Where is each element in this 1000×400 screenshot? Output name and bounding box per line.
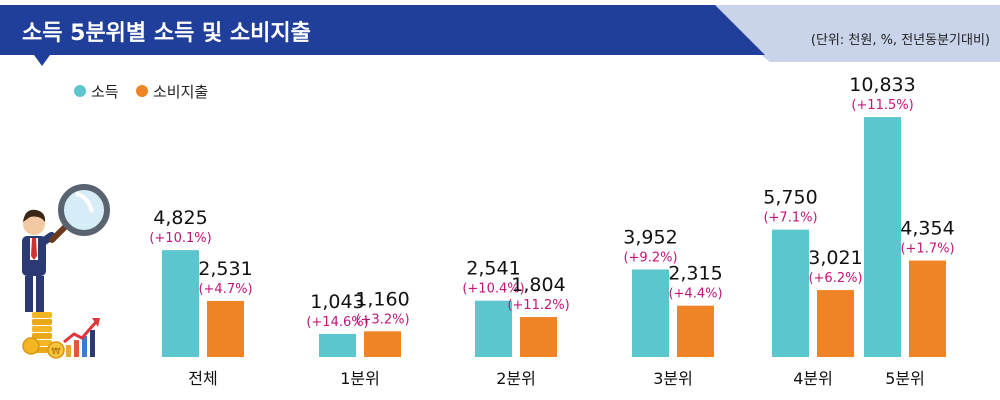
header-title-bar — [0, 5, 765, 55]
bar-group: 4,825 (+10.1%) 2,531 (+4.7%) 1,043 (+14.6%) 1,… — [149, 74, 955, 358]
coins-growth-arrow-icon: ₩ — [22, 312, 100, 359]
value-label-expense-4: 3,021 — [808, 247, 862, 269]
category-axis: 전체 1분위 2분위 3분위 4분위 5분위 — [188, 369, 925, 388]
value-label-income-1: 1,043 — [310, 291, 364, 313]
change-label-income-3: (+9.2%) — [623, 250, 677, 265]
category-label-0: 전체 — [188, 369, 217, 388]
category-label-1: 1분위 — [340, 369, 380, 388]
bar-income-2 — [475, 300, 512, 357]
change-label-income-0: (+10.1%) — [149, 231, 211, 246]
value-label-income-4: 5,750 — [763, 187, 817, 209]
value-label-income-0: 4,825 — [153, 207, 207, 229]
change-label-expense-1: (+3.2%) — [355, 312, 409, 327]
bar-income-0 — [162, 250, 199, 357]
category-label-5: 5분위 — [885, 369, 925, 388]
bar-income-3 — [632, 269, 669, 357]
value-label-income-3: 3,952 — [623, 226, 677, 248]
change-label-income-5: (+11.5%) — [851, 98, 913, 113]
value-label-expense-2: 1,804 — [511, 274, 565, 296]
svg-text:₩: ₩ — [52, 347, 61, 357]
bar-income-1 — [319, 333, 356, 357]
value-label-expense-5: 4,354 — [900, 218, 954, 240]
value-label-expense-3: 2,315 — [668, 263, 722, 285]
value-label-income-2: 2,541 — [466, 258, 520, 280]
bar-expense-3 — [677, 305, 714, 357]
category-label-2: 2분위 — [496, 369, 536, 388]
bar-expense-4 — [817, 290, 854, 357]
value-label-expense-0: 2,531 — [198, 258, 252, 280]
header-shadow-band — [700, 5, 1000, 62]
header-banner: 소득 5분위별 소득 및 소비지출 (단위: 천원, %, 전년동분기대비) — [0, 5, 1000, 66]
category-label-4: 4분위 — [793, 369, 833, 388]
value-label-income-5: 10,833 — [849, 74, 915, 96]
legend: 소득 소비지출 — [74, 83, 208, 101]
legend-swatch-expense — [136, 85, 148, 97]
bar-income-4 — [772, 229, 809, 357]
bar-expense-1 — [364, 331, 401, 357]
bar-income-5 — [864, 117, 901, 358]
change-label-expense-0: (+4.7%) — [198, 282, 252, 297]
change-label-expense-4: (+6.2%) — [808, 271, 862, 286]
bar-expense-5 — [909, 260, 946, 357]
legend-label-expense: 소비지출 — [153, 83, 208, 101]
change-label-income-1: (+14.6%) — [306, 315, 368, 330]
legend-label-income: 소득 — [91, 83, 119, 101]
header-pointer — [34, 55, 50, 66]
category-label-3: 3분위 — [653, 369, 693, 388]
change-label-income-2: (+10.4%) — [462, 282, 524, 297]
change-label-expense-2: (+11.2%) — [507, 298, 569, 313]
unit-note: (단위: 천원, %, 전년동분기대비) — [811, 33, 990, 48]
change-label-income-4: (+7.1%) — [763, 211, 817, 226]
change-label-expense-3: (+4.4%) — [668, 287, 722, 302]
bar-expense-0 — [207, 300, 244, 357]
businessman-magnifier-icon — [22, 184, 110, 312]
value-label-expense-1: 1,160 — [355, 288, 409, 310]
change-label-expense-5: (+1.7%) — [900, 242, 954, 257]
bar-expense-2 — [520, 317, 557, 357]
legend-swatch-income — [74, 85, 86, 97]
page-title: 소득 5분위별 소득 및 소비지출 — [22, 21, 311, 46]
